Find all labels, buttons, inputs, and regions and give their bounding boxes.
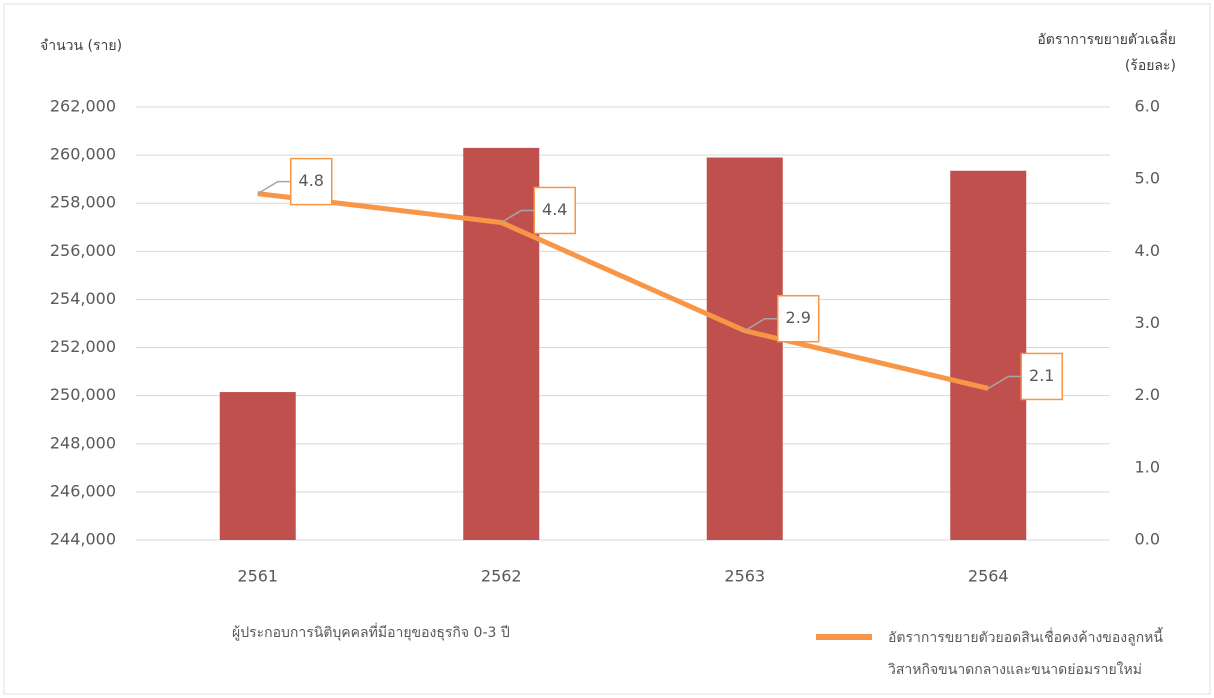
- bar: [706, 157, 783, 540]
- y2-tick-label: 3.0: [1135, 313, 1160, 332]
- data-label-box: [533, 186, 576, 235]
- leader-line: [500, 209, 535, 224]
- data-label: 2.1: [1029, 366, 1054, 385]
- x-tick-label: 2562: [481, 567, 522, 586]
- y-tick-label: 244,000: [50, 530, 116, 549]
- frame: [3, 3, 1211, 695]
- y2-tick-label: 6.0: [1135, 97, 1160, 116]
- y-tick-label: 254,000: [50, 289, 116, 308]
- bar: [463, 147, 540, 540]
- x-tick-label: 2561: [237, 567, 278, 586]
- leader-line: [987, 375, 1022, 390]
- y2-tick-label: 5.0: [1135, 169, 1160, 188]
- y-tick-label: 248,000: [50, 433, 116, 452]
- line: [257, 191, 989, 391]
- y-tick-label: 250,000: [50, 385, 116, 404]
- bar: [950, 170, 1027, 540]
- leader-line: [744, 317, 778, 332]
- y2-tick-label: 0.0: [1135, 530, 1160, 549]
- y2-tick-label: 2.0: [1135, 385, 1160, 404]
- data-label: 4.8: [299, 171, 324, 190]
- data-label: 2.9: [786, 308, 811, 327]
- legend-bar-label: ผู้ประกอบการนิติบุคคลที่มีอายุของธุรกิจ …: [232, 625, 510, 641]
- y-axis-title: จำนวน (ราย): [40, 38, 123, 54]
- y2-axis-title: อัตราการขยายตัวเฉลี่ย (ร้อยละ): [1037, 32, 1176, 74]
- x-tick-label: 2563: [724, 567, 765, 586]
- y2-tick-label: 1.0: [1135, 457, 1160, 476]
- legend-line-label: อัตราการขยายตัวยอดสินเชื่อคงค้างของลูกหน…: [888, 630, 1163, 678]
- y-tick-label: 252,000: [50, 337, 116, 356]
- data-label: 4.4: [542, 200, 567, 219]
- y-tick-label: 262,000: [50, 97, 116, 116]
- y-tick-label: 256,000: [50, 241, 116, 260]
- y2-tick-label: 4.0: [1135, 241, 1160, 260]
- y-tick-label: 258,000: [50, 193, 116, 212]
- data-label-box: [290, 157, 333, 206]
- data-label-box: [777, 294, 820, 343]
- leader-line: [257, 180, 291, 195]
- data-label-box: [1020, 352, 1063, 401]
- x-tick-label: 2564: [968, 567, 1009, 586]
- y-tick-label: 260,000: [50, 145, 116, 164]
- y-tick-label: 246,000: [50, 481, 116, 500]
- bar: [219, 392, 296, 540]
